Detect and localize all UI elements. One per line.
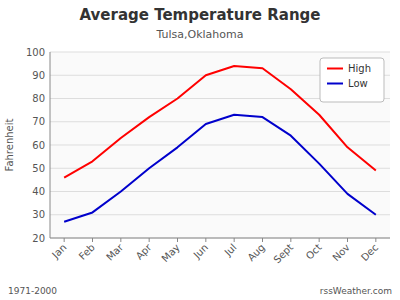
grid-line <box>50 191 390 192</box>
x-tick-label: Jan <box>49 242 68 261</box>
title: Average Temperature Range <box>79 6 320 24</box>
x-tick <box>92 238 93 242</box>
y-tick-label: 80 <box>32 93 45 104</box>
x-tick-label: May <box>160 242 182 264</box>
grid-line <box>50 168 390 169</box>
grid-line <box>50 214 390 215</box>
chart: Average Temperature Range Tulsa,Oklahoma 2… <box>0 0 400 300</box>
y-axis <box>50 52 51 238</box>
x-axis <box>50 238 390 239</box>
line <box>64 115 376 222</box>
legend-label: High <box>348 63 371 74</box>
x-tick-label: Apr <box>134 241 155 262</box>
footnote: rssWeather.com <box>320 286 392 296</box>
x-tick-label: Oct <box>304 242 324 262</box>
plot-area <box>50 52 390 238</box>
x-tick-label: Jul <box>222 242 239 259</box>
x-tick-label: Sept <box>271 242 295 266</box>
x-tick <box>290 238 291 242</box>
y-tick-label: 100 <box>26 47 45 58</box>
y-tick-label: 60 <box>32 140 45 151</box>
grid-line <box>50 145 390 146</box>
line <box>64 66 376 178</box>
y-tick-label: 40 <box>32 186 45 197</box>
x-tick <box>347 238 348 242</box>
x-tick <box>64 238 65 242</box>
x-tick <box>120 238 121 242</box>
x-tick <box>205 238 206 242</box>
footnote: 1971-2000 <box>8 286 57 296</box>
x-tick-label: Nov <box>330 242 352 264</box>
x-tick <box>375 238 376 242</box>
grid-line <box>50 52 390 53</box>
x-tick-label: Mar <box>104 241 126 263</box>
x-tick <box>319 238 320 242</box>
legend-box <box>320 58 384 102</box>
legend: High Low <box>320 58 384 102</box>
x-tick-label: Aug <box>245 242 267 264</box>
grid-line <box>50 238 390 239</box>
legend-swatch <box>327 68 343 70</box>
y-tick-label: 20 <box>32 233 45 244</box>
y-tick-label: 30 <box>32 209 45 220</box>
y-tick-label: 50 <box>32 163 45 174</box>
grid-line <box>50 121 390 122</box>
legend-label: Low <box>348 78 368 89</box>
x-tick <box>149 238 150 242</box>
x-tick <box>234 238 235 242</box>
y-tick-label: 70 <box>32 116 45 127</box>
subtitle: Tulsa,Oklahoma <box>155 28 243 41</box>
x-tick-label: Dec <box>359 242 380 263</box>
y-tick-label: 90 <box>32 70 45 81</box>
x-tick <box>262 238 263 242</box>
y-axis-label: Fahrenheit <box>4 118 15 171</box>
x-tick <box>177 238 178 242</box>
legend-swatch <box>327 83 343 85</box>
x-tick-label: Jun <box>191 242 211 262</box>
x-tick-label: Feb <box>77 242 97 262</box>
